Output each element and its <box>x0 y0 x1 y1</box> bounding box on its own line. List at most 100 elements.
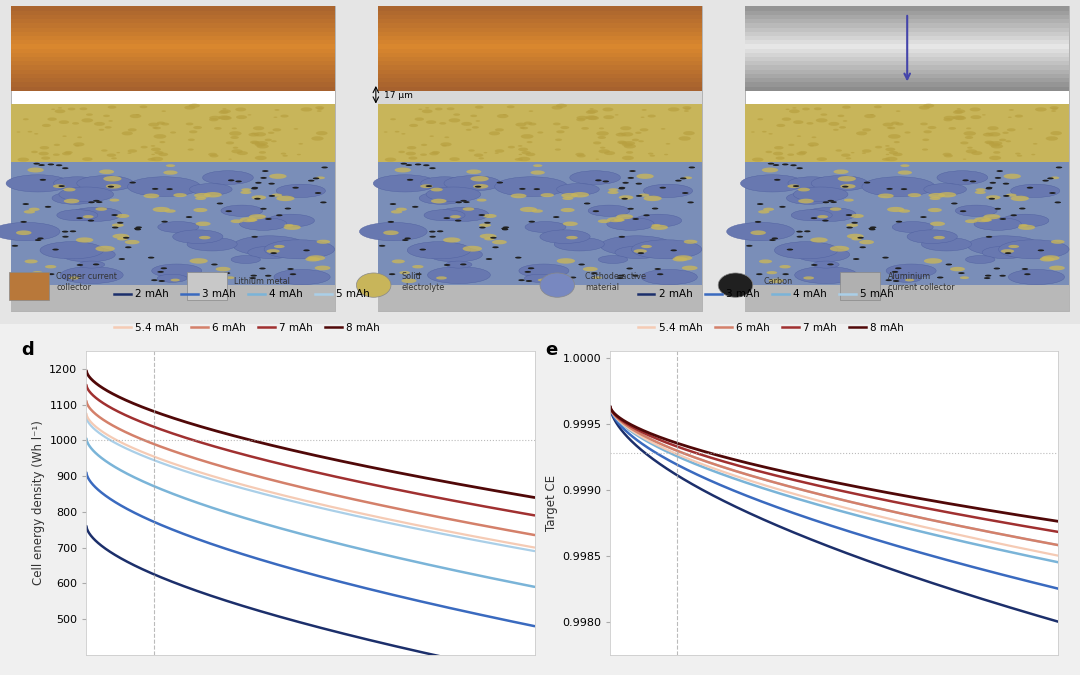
Ellipse shape <box>248 133 259 136</box>
Ellipse shape <box>966 256 995 263</box>
Ellipse shape <box>944 116 955 120</box>
Ellipse shape <box>484 238 495 240</box>
Ellipse shape <box>497 114 509 118</box>
Circle shape <box>768 163 774 165</box>
Ellipse shape <box>51 109 55 110</box>
Circle shape <box>1003 195 1010 197</box>
Ellipse shape <box>257 144 269 148</box>
Ellipse shape <box>254 132 266 136</box>
Circle shape <box>988 198 995 200</box>
Ellipse shape <box>63 136 67 137</box>
Bar <box>745 162 1069 285</box>
Ellipse shape <box>950 267 964 271</box>
Ellipse shape <box>467 169 482 174</box>
Ellipse shape <box>454 113 460 116</box>
Ellipse shape <box>957 108 961 109</box>
Ellipse shape <box>475 120 481 121</box>
Ellipse shape <box>600 146 606 148</box>
Ellipse shape <box>596 131 609 136</box>
Circle shape <box>1048 178 1054 180</box>
Ellipse shape <box>842 105 851 109</box>
Ellipse shape <box>608 191 619 194</box>
Circle shape <box>858 237 864 239</box>
Ellipse shape <box>28 131 32 132</box>
Circle shape <box>12 245 18 247</box>
Bar <box>11 74 335 78</box>
Ellipse shape <box>811 136 816 138</box>
Ellipse shape <box>989 142 1000 146</box>
Circle shape <box>619 236 625 238</box>
Ellipse shape <box>807 122 813 125</box>
Circle shape <box>287 268 294 270</box>
Ellipse shape <box>967 128 971 130</box>
Ellipse shape <box>158 274 187 282</box>
Circle shape <box>626 267 633 269</box>
Ellipse shape <box>892 221 933 233</box>
Ellipse shape <box>999 138 1007 141</box>
Ellipse shape <box>624 144 636 148</box>
Ellipse shape <box>276 196 295 201</box>
Ellipse shape <box>406 152 416 155</box>
Ellipse shape <box>751 132 755 133</box>
Ellipse shape <box>638 194 649 196</box>
Circle shape <box>134 227 140 230</box>
Ellipse shape <box>773 152 783 155</box>
Ellipse shape <box>626 151 633 154</box>
Bar <box>378 32 702 36</box>
Circle shape <box>93 200 99 202</box>
Ellipse shape <box>524 122 532 125</box>
Ellipse shape <box>53 153 59 156</box>
Ellipse shape <box>956 205 997 217</box>
Circle shape <box>429 231 435 233</box>
Ellipse shape <box>590 108 594 109</box>
Circle shape <box>995 177 1001 179</box>
Circle shape <box>782 163 788 165</box>
Ellipse shape <box>928 208 942 212</box>
Circle shape <box>1024 273 1030 275</box>
Ellipse shape <box>635 132 642 134</box>
Ellipse shape <box>933 236 945 240</box>
Ellipse shape <box>57 210 98 221</box>
Ellipse shape <box>1045 136 1058 140</box>
Circle shape <box>415 163 421 165</box>
Ellipse shape <box>111 157 117 159</box>
Ellipse shape <box>173 193 187 197</box>
Circle shape <box>1002 183 1009 185</box>
Ellipse shape <box>62 247 116 262</box>
Circle shape <box>39 164 45 166</box>
Ellipse shape <box>593 141 602 144</box>
Ellipse shape <box>570 171 621 184</box>
Bar <box>745 70 1069 74</box>
Ellipse shape <box>576 153 584 156</box>
Ellipse shape <box>216 267 230 271</box>
Ellipse shape <box>151 157 163 161</box>
Bar <box>378 70 702 74</box>
Circle shape <box>37 238 43 240</box>
Ellipse shape <box>815 118 827 122</box>
Circle shape <box>58 185 65 187</box>
Ellipse shape <box>271 140 276 142</box>
Circle shape <box>108 186 114 188</box>
Ellipse shape <box>273 117 278 118</box>
Circle shape <box>252 187 258 189</box>
Ellipse shape <box>621 244 648 252</box>
Circle shape <box>882 256 889 259</box>
Ellipse shape <box>413 265 423 269</box>
Circle shape <box>148 256 154 259</box>
Circle shape <box>407 179 414 181</box>
Ellipse shape <box>27 167 44 173</box>
Ellipse shape <box>95 246 114 252</box>
Ellipse shape <box>240 217 287 230</box>
Ellipse shape <box>447 107 455 110</box>
Ellipse shape <box>105 126 111 129</box>
Ellipse shape <box>449 157 460 161</box>
Ellipse shape <box>419 192 464 205</box>
Ellipse shape <box>528 123 537 126</box>
Ellipse shape <box>793 107 796 109</box>
Circle shape <box>486 258 492 260</box>
Ellipse shape <box>383 230 399 235</box>
Ellipse shape <box>634 249 647 253</box>
Ellipse shape <box>117 238 127 240</box>
Ellipse shape <box>462 246 482 252</box>
Ellipse shape <box>54 177 102 190</box>
